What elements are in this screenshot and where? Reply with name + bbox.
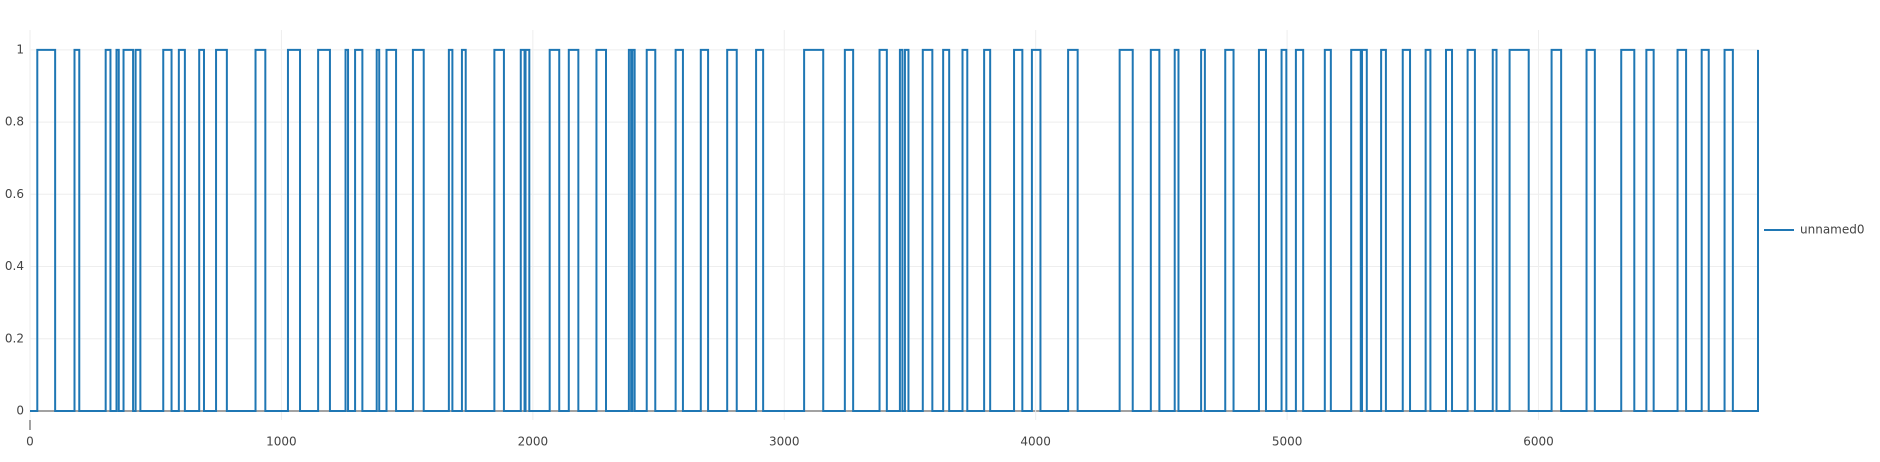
x-tick-label: 2000 bbox=[518, 435, 549, 449]
y-tick-label: 0.8 bbox=[5, 115, 24, 129]
x-tick-label: 1000 bbox=[266, 435, 297, 449]
x-tick-label: 5000 bbox=[1272, 435, 1303, 449]
legend-label: unnamed0 bbox=[1800, 223, 1865, 237]
x-tick-label: 4000 bbox=[1020, 435, 1051, 449]
series-line bbox=[30, 48, 1759, 412]
x-tick-label: 3000 bbox=[769, 435, 800, 449]
x-tick-label: 6000 bbox=[1523, 435, 1554, 449]
x-tick-label: 0 bbox=[26, 435, 34, 449]
y-tick-label: 0.4 bbox=[5, 259, 24, 273]
y-tick-label: 0.2 bbox=[5, 331, 24, 345]
y-tick-label: 0 bbox=[16, 403, 24, 417]
y-tick-label: 1 bbox=[16, 42, 24, 56]
y-tick-label: 0.6 bbox=[5, 187, 24, 201]
